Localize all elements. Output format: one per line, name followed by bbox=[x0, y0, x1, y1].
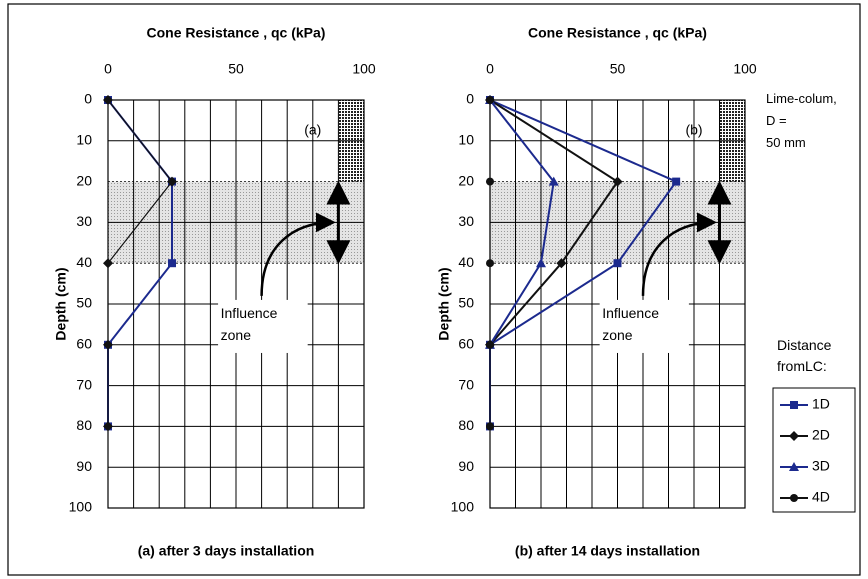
y-tick-label: 70 bbox=[458, 376, 474, 392]
marker bbox=[672, 177, 681, 186]
caption: (b) after 14 days installation bbox=[515, 543, 700, 559]
y-axis-title: Depth (cm) bbox=[436, 267, 452, 340]
marker bbox=[790, 401, 798, 409]
y-tick-label: 100 bbox=[69, 499, 93, 515]
y-tick-label: 20 bbox=[76, 172, 92, 188]
marker bbox=[536, 258, 546, 268]
y-tick-label: 0 bbox=[466, 91, 474, 107]
frame bbox=[7, 3, 861, 576]
annotation-bg bbox=[599, 299, 689, 353]
y-tick-label: 30 bbox=[76, 213, 92, 229]
x-axis-title: Cone Resistance , qc (kPa) bbox=[147, 25, 326, 41]
marker bbox=[103, 95, 113, 105]
marker bbox=[790, 494, 798, 502]
marker bbox=[789, 462, 799, 471]
annotation-line: zone bbox=[221, 327, 252, 343]
marker bbox=[556, 258, 567, 269]
marker bbox=[612, 176, 623, 187]
legend-label: 1D bbox=[812, 396, 830, 412]
panel-label: (a) bbox=[304, 121, 321, 137]
y-tick-label: 100 bbox=[451, 499, 475, 515]
marker bbox=[103, 339, 113, 350]
x-tick-label: 0 bbox=[104, 61, 112, 77]
annotation: Influence zone bbox=[221, 305, 278, 343]
curve-arrow bbox=[260, 212, 336, 296]
y-tick-label: 80 bbox=[458, 417, 474, 433]
marker bbox=[168, 259, 176, 268]
x-tick-label: 100 bbox=[352, 61, 376, 77]
column-label: Lime-colum, D = 50 mm bbox=[766, 91, 837, 150]
y-tick-label: 0 bbox=[84, 91, 92, 107]
y-tick-label: 10 bbox=[76, 132, 92, 148]
x-tick-label: 0 bbox=[486, 61, 494, 77]
y-axis-title: Depth (cm) bbox=[53, 267, 69, 340]
y-tick-label: 20 bbox=[458, 172, 474, 188]
marker bbox=[486, 259, 494, 268]
y-tick-label: 80 bbox=[76, 417, 92, 433]
panel-label: (b) bbox=[685, 121, 702, 137]
x-tick-label: 100 bbox=[733, 61, 757, 77]
y-tick-label: 50 bbox=[76, 295, 92, 311]
y-tick-label: 60 bbox=[458, 336, 474, 352]
column-label-line: 50 mm bbox=[766, 135, 806, 150]
legend-box bbox=[772, 387, 856, 513]
y-tick-label: 70 bbox=[76, 376, 92, 392]
column-label-line: D = bbox=[766, 113, 787, 128]
legend-label: 4D bbox=[812, 489, 830, 505]
marker bbox=[103, 421, 113, 432]
x-axis-title: Cone Resistance , qc (kPa) bbox=[528, 25, 707, 41]
y-tick-label: 50 bbox=[458, 295, 474, 311]
x-tick-label: 50 bbox=[228, 61, 244, 77]
y-tick-label: 90 bbox=[76, 458, 92, 474]
annotation-bg bbox=[218, 299, 308, 353]
marker bbox=[486, 340, 494, 349]
legend-label: 3D bbox=[812, 458, 830, 474]
caption: (a) after 3 days installation bbox=[138, 543, 315, 559]
y-tick-label: 40 bbox=[76, 254, 92, 270]
legend-label: 2D bbox=[812, 427, 830, 443]
marker bbox=[789, 431, 799, 441]
annotation-line: Influence bbox=[221, 305, 278, 321]
marker bbox=[486, 422, 494, 431]
series-line bbox=[489, 99, 619, 346]
y-tick-label: 90 bbox=[458, 458, 474, 474]
legend-title-line: Distance bbox=[777, 337, 832, 353]
annotation: Influence zone bbox=[602, 305, 659, 343]
legend-title: Distance fromLC: bbox=[777, 337, 832, 374]
marker bbox=[613, 259, 622, 268]
series-line bbox=[489, 99, 555, 346]
marker bbox=[548, 176, 559, 186]
marker bbox=[486, 177, 494, 186]
curve-arrow bbox=[641, 212, 717, 296]
marker bbox=[167, 176, 177, 187]
marker bbox=[103, 258, 113, 269]
x-tick-label: 50 bbox=[610, 61, 626, 77]
annotation-line: zone bbox=[602, 327, 633, 343]
marker bbox=[486, 96, 494, 104]
legend-title-line: fromLC: bbox=[777, 358, 827, 374]
column-label-line: Lime-colum, bbox=[766, 91, 837, 106]
annotation-line: Influence bbox=[602, 305, 659, 321]
y-tick-label: 40 bbox=[458, 254, 474, 270]
y-tick-label: 30 bbox=[458, 213, 474, 229]
y-tick-label: 10 bbox=[458, 132, 474, 148]
y-tick-label: 60 bbox=[76, 336, 92, 352]
